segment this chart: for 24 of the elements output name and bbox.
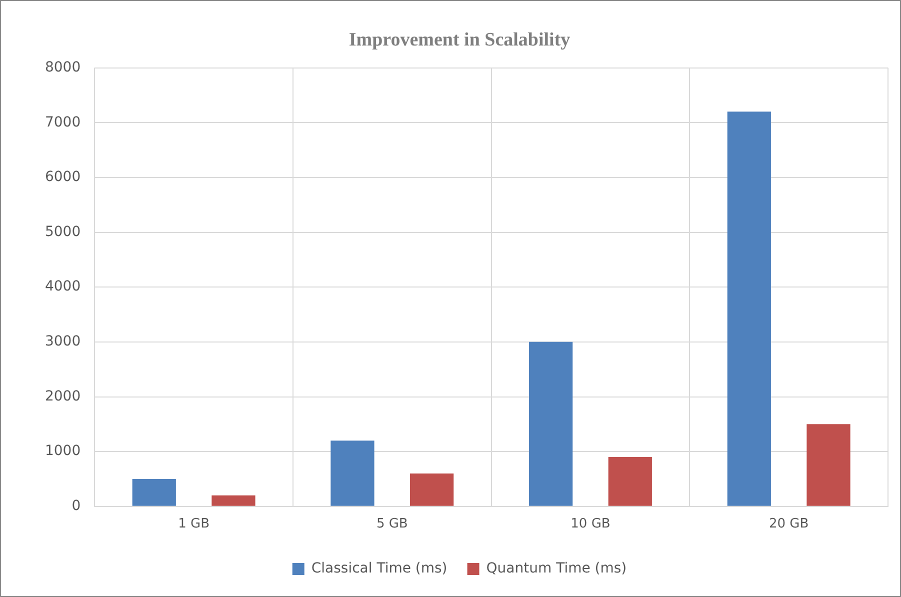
- y-tick-label: 2000: [44, 388, 81, 404]
- bar: [410, 474, 454, 506]
- bar: [529, 342, 573, 506]
- y-tick-label: 8000: [44, 59, 81, 76]
- bar: [330, 440, 374, 506]
- bar: [132, 478, 176, 506]
- y-tick-label: 0: [72, 498, 81, 514]
- bar: [608, 457, 652, 506]
- y-tick-label: 6000: [44, 169, 81, 186]
- y-tick-label: 5000: [44, 224, 81, 240]
- bar: [806, 424, 850, 506]
- chart-title: Improvement in Scalability: [348, 29, 571, 50]
- legend-label: Quantum Time (ms): [486, 560, 627, 577]
- x-tick-label: 20 GB: [768, 516, 809, 532]
- x-tick-label: 10 GB: [570, 516, 610, 532]
- y-tick-label: 3000: [44, 334, 81, 350]
- bar: [212, 495, 256, 506]
- legend-label: Classical Time (ms): [311, 560, 448, 577]
- x-tick-label: 5 GB: [376, 516, 408, 532]
- y-tick-label: 4000: [44, 278, 81, 295]
- x-tick-label: 1 GB: [178, 516, 210, 532]
- bar: [727, 112, 771, 506]
- y-tick-label: 1000: [44, 443, 81, 460]
- y-tick-label: 7000: [44, 114, 81, 130]
